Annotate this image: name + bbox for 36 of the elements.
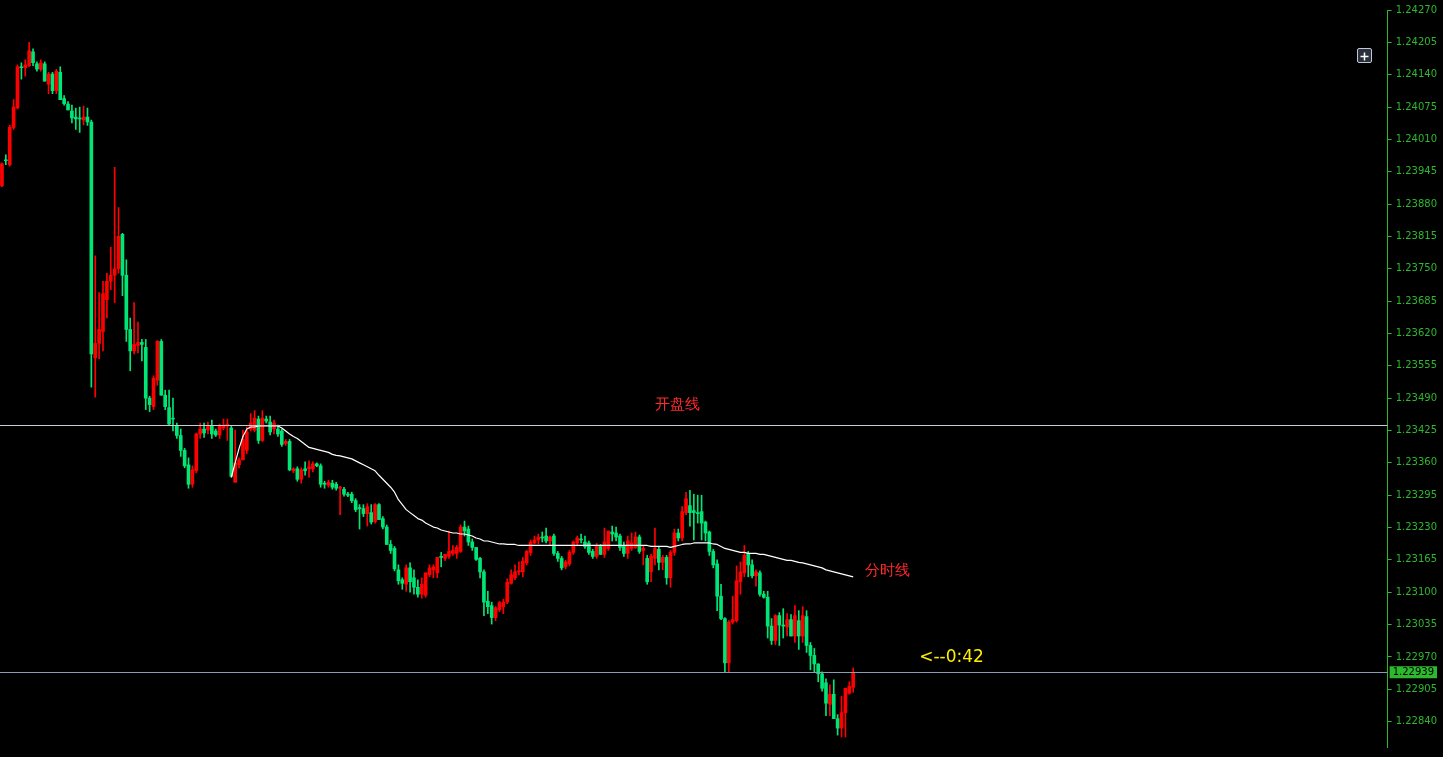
y-tick-label: 1.22970 [1395, 650, 1438, 662]
candlestick [93, 255, 98, 398]
candlestick [439, 552, 443, 568]
candlestick [4, 154, 8, 166]
y-tick-label: 1.22905 [1395, 682, 1438, 694]
y-tick-label: 1.23750 [1395, 262, 1438, 274]
y-tick-label: 1.24010 [1395, 132, 1438, 144]
ref-line-label: 开盘线 [655, 395, 701, 414]
candlestick [303, 461, 307, 476]
y-tick-label: 1.23945 [1395, 165, 1438, 177]
candlestick [132, 302, 136, 355]
series-label: 分时线 [865, 560, 911, 579]
y-tick-label: 1.23490 [1395, 391, 1438, 403]
candlestick [754, 569, 758, 587]
y-tick-label: 1.23880 [1395, 197, 1438, 209]
y-tick-label: 1.23165 [1395, 553, 1438, 565]
y-tick-label: 1.24270 [1395, 3, 1438, 15]
candlestick [691, 493, 696, 541]
y-tick-label: 1.22840 [1395, 715, 1438, 727]
y-tick-label: 1.23230 [1395, 521, 1438, 533]
candlestick [338, 485, 342, 515]
y-tick-label: 1.23035 [1395, 618, 1438, 630]
y-tick-label: 1.23555 [1395, 359, 1438, 371]
candlestick [641, 545, 646, 566]
ref-line-label: 1.22939 [1392, 665, 1435, 677]
annotation: <--0:42 [919, 646, 984, 667]
y-tick-label: 1.23685 [1395, 294, 1438, 306]
y-tick-label: 1.23425 [1395, 424, 1438, 436]
y-tick-label: 1.24140 [1395, 68, 1438, 80]
y-tick-label: 1.23100 [1395, 585, 1438, 597]
y-tick-label: 1.23360 [1395, 456, 1438, 468]
y-tick-label: 1.23815 [1395, 230, 1438, 242]
y-tick-label: 1.24205 [1395, 35, 1438, 47]
y-tick-label: 1.24075 [1395, 100, 1438, 112]
y-tick-label: 1.23295 [1395, 488, 1438, 500]
y-tick-label: 1.23620 [1395, 327, 1438, 339]
